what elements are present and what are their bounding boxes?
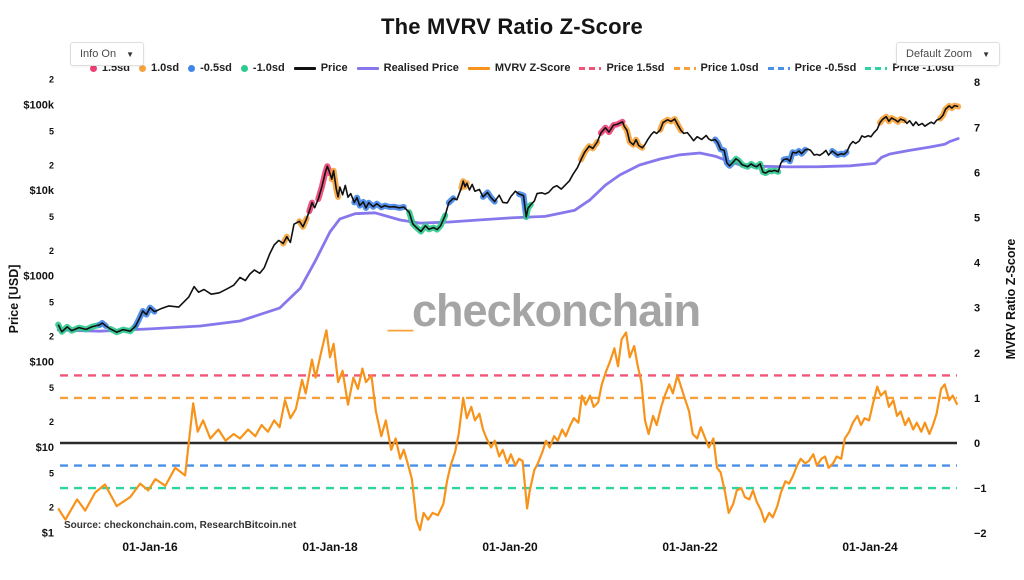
y-left-tick-label: 5 — [49, 469, 54, 479]
y-left-tick-label: 2 — [49, 417, 54, 427]
legend-label: -0.5sd — [200, 62, 232, 74]
y-right-tick-label: 8 — [974, 77, 980, 89]
y-right-tick-label: 4 — [974, 258, 981, 270]
page-title: The MVRV Ratio Z-Score — [381, 14, 643, 39]
zoom-dropdown-label: Default Zoom — [906, 48, 973, 60]
legend-dash-marker — [673, 66, 696, 70]
y-left-tick-label: $100 — [30, 356, 54, 368]
y-left-tick-label: 2 — [49, 75, 54, 85]
y-right-tick-label: 5 — [974, 213, 980, 225]
x-tick-label: 01-Jan-16 — [122, 540, 178, 554]
y-right-tick-label: 6 — [974, 167, 980, 179]
legend-line-marker — [467, 66, 490, 70]
y-right-tick-label: −1 — [974, 483, 987, 495]
y-left-tick-label: 2 — [49, 332, 54, 342]
source-attribution: Source: checkonchain.com, ResearchBitcoi… — [64, 520, 297, 531]
legend-label: Price 1.5sd — [606, 62, 665, 74]
legend-dash-marker — [767, 66, 790, 70]
y-left-tick-label: 5 — [49, 298, 54, 308]
x-tick-label: 01-Jan-24 — [842, 540, 898, 554]
legend-dot-marker — [240, 64, 248, 72]
y-left-tick-label: 2 — [49, 160, 54, 170]
y-right-tick-label: −2 — [974, 528, 987, 540]
legend-dot-marker — [138, 64, 146, 72]
y-left-tick-label: $1 — [42, 528, 54, 540]
legend-dot-marker — [188, 64, 196, 72]
y-left-tick-label: 5 — [49, 126, 54, 136]
y-right-tick-label: 7 — [974, 122, 980, 134]
y-axis-left-title: Price [USD] — [7, 264, 21, 334]
legend-label: Price 1.0sd — [700, 62, 759, 74]
watermark-text: checkonchain — [412, 285, 701, 336]
price-band--0.5sd — [132, 304, 158, 329]
y-axis-right-title: MVRV Ratio Z-Score — [1004, 238, 1018, 360]
legend-label: MVRV Z-Score — [494, 62, 571, 74]
y-right-tick-label: 2 — [974, 348, 980, 360]
legend-label: Price — [320, 62, 348, 74]
x-tick-label: 01-Jan-18 — [302, 540, 358, 554]
legend-item-price-1.5sd[interactable]: Price 1.5sd — [579, 62, 665, 74]
legend-item-1.0sd[interactable]: 1.0sd — [138, 62, 180, 74]
price-line — [57, 104, 959, 333]
legend-item--0.5sd[interactable]: -0.5sd — [188, 62, 232, 74]
y-right-tick-label: 1 — [974, 393, 980, 405]
y-left-tick-label: $100k — [23, 100, 54, 112]
zoom-dropdown[interactable]: Default Zoom ▼ — [896, 42, 1000, 66]
legend-item-realised-price[interactable]: Realised Price — [356, 62, 459, 74]
legend-item-price[interactable]: Price — [293, 62, 348, 74]
chevron-down-icon: ▼ — [982, 49, 990, 59]
y-left-tick-label: 5 — [49, 212, 54, 222]
checkonchain-watermark: _checkonchain — [388, 285, 701, 337]
info-dropdown-label: Info On — [80, 48, 117, 60]
legend-dash-marker — [865, 66, 888, 70]
mvrv-zscore-line — [57, 329, 959, 532]
legend-line-marker — [356, 66, 379, 70]
x-tick-label: 01-Jan-22 — [662, 540, 718, 554]
legend-label: Realised Price — [383, 62, 459, 74]
chart-legend: 1.5sd 1.0sd -0.5sd -1.0sd Price Realised Pric… — [30, 62, 1014, 74]
chevron-down-icon: ▼ — [126, 49, 134, 59]
legend-item-price-1.0sd[interactable]: Price 1.0sd — [673, 62, 759, 74]
y-left-tick-label: $10 — [36, 442, 54, 454]
y-right-tick-label: 3 — [974, 303, 980, 315]
y-left-tick-label: $10k — [30, 185, 55, 197]
y-right-tick-label: 0 — [974, 438, 980, 450]
legend-item-price--0.5sd[interactable]: Price -0.5sd — [767, 62, 857, 74]
info-dropdown[interactable]: Info On ▼ — [70, 42, 144, 66]
y-left-tick-label: $1000 — [23, 271, 54, 283]
legend-label: -1.0sd — [252, 62, 285, 74]
x-tick-label: 01-Jan-20 — [482, 540, 538, 554]
realised-price-line — [56, 137, 960, 333]
y-left-tick-label: 2 — [49, 246, 54, 256]
legend-dot-marker — [89, 64, 97, 72]
legend-line-marker — [293, 66, 316, 70]
y-left-tick-label: 5 — [49, 383, 54, 393]
legend-item--1.0sd[interactable]: -1.0sd — [240, 62, 285, 74]
y-left-tick-label: 2 — [49, 503, 54, 513]
legend-dash-marker — [579, 66, 602, 70]
legend-item-mvrv-z-score[interactable]: MVRV Z-Score — [467, 62, 571, 74]
watermark-underscore: _ — [388, 285, 413, 336]
legend-label: Price -0.5sd — [794, 62, 857, 74]
legend-label: 1.0sd — [150, 62, 180, 74]
